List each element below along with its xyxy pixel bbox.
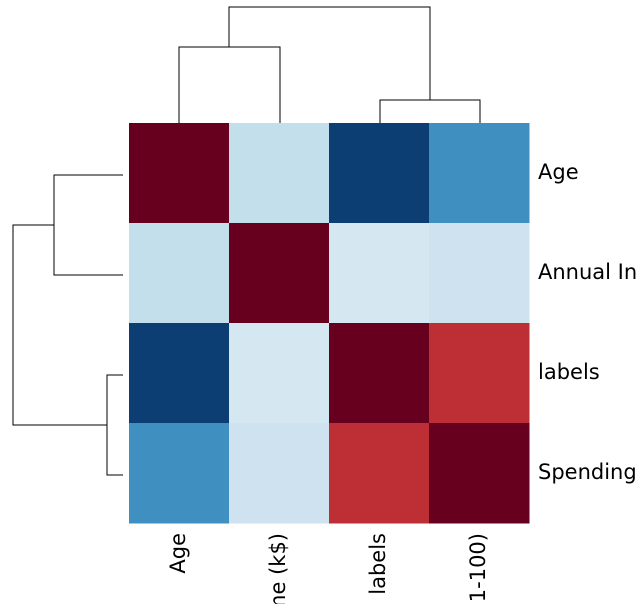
heatmap-cell [229, 423, 330, 524]
col-label: Spending Score (1-100) [466, 533, 490, 604]
col-dendrogram [178, 6, 481, 123]
row-label: Spending Score (1-100) [538, 460, 637, 484]
heatmap-cell [329, 123, 430, 224]
dendrogram-branch [53, 174, 123, 276]
heatmap-cell [429, 323, 530, 424]
heatmap-cell [129, 423, 230, 524]
heatmap-cell [329, 423, 430, 524]
heatmap-cell [329, 323, 430, 424]
heatmap-cell [229, 123, 330, 224]
dendrogram-branch [12, 224, 107, 426]
row-label: Age [538, 160, 579, 184]
row-dendrogram [12, 174, 123, 476]
dendrogram-branch [178, 46, 281, 123]
heatmap-cell [129, 323, 230, 424]
heatmap-cell [229, 223, 330, 324]
heatmap-cell [429, 123, 530, 224]
row-label: labels [538, 360, 600, 384]
dendrogram-branch [228, 6, 431, 100]
heatmap-cell [429, 223, 530, 324]
heatmap-cell [129, 223, 230, 324]
dendrogram-branch [379, 99, 481, 123]
heatmap-cell [429, 423, 530, 524]
row-label: Annual Income (k$) [538, 260, 637, 284]
heatmap-cell [229, 323, 330, 424]
col-label: Age [166, 533, 190, 574]
col-label: labels [366, 533, 390, 595]
dendrogram-branch [106, 374, 123, 476]
col-label: Annual Income (k$) [266, 533, 290, 604]
heatmap-cell [329, 223, 430, 324]
heatmap-cell [129, 123, 230, 224]
